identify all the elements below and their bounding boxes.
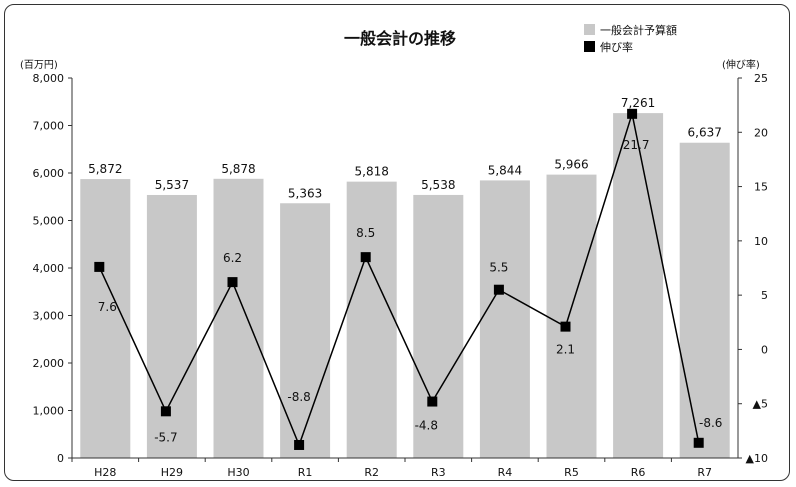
category-label: H29 <box>161 466 183 479</box>
bar <box>213 178 264 459</box>
growth-point <box>227 277 238 288</box>
bar-value-label: 5,872 <box>88 162 122 176</box>
bar <box>546 174 597 459</box>
growth-value-label: 2.1 <box>556 343 575 357</box>
left-tick-label: 8,000 <box>33 72 65 85</box>
bar <box>280 203 331 458</box>
right-tick-label: 20 <box>754 126 768 139</box>
left-tick-label: 4,000 <box>33 262 65 275</box>
right-tick-label: ▲5 <box>753 398 768 411</box>
growth-value-label: 7.6 <box>98 300 117 314</box>
line-layer <box>94 108 704 450</box>
axes-layer: 0 1,000 2,000 3,000 4,000 5,000 6,000 7,000 8,00… <box>33 72 769 479</box>
bar-value-label: 5,844 <box>488 163 522 177</box>
legend-bar-swatch <box>584 24 595 35</box>
growth-value-label: -8.6 <box>699 416 722 430</box>
bar-value-label: 5,818 <box>355 165 389 179</box>
right-tick-label: 15 <box>754 181 768 194</box>
right-tick-label: 10 <box>754 235 768 248</box>
bar <box>613 113 664 458</box>
bar <box>413 194 464 458</box>
category-label: R2 <box>364 466 379 479</box>
growth-value-label: 8.5 <box>356 226 375 240</box>
left-tick-label: 6,000 <box>33 167 65 180</box>
right-tick-label: 5 <box>761 289 768 302</box>
labels-layer: 5,872 5,537 5,878 5,363 5,818 5,538 5,844 5,966… <box>88 96 722 444</box>
left-tick-label: 5,000 <box>33 215 65 228</box>
left-tick-label: 2,000 <box>33 357 65 370</box>
bar-value-label: 5,363 <box>288 186 322 200</box>
bar-value-label: 6,637 <box>688 126 722 140</box>
category-label: H30 <box>227 466 249 479</box>
left-tick-label: 3,000 <box>33 310 65 323</box>
growth-value-label: -4.8 <box>415 419 438 433</box>
growth-line <box>98 113 700 448</box>
legend-bar-label: 一般会計予算額 <box>600 23 677 37</box>
growth-value-label: 6.2 <box>223 251 242 265</box>
growth-point <box>427 396 438 407</box>
legend-line-swatch <box>584 41 595 52</box>
right-axis-unit: (伸び率) <box>722 58 760 71</box>
bar <box>146 194 197 458</box>
chart-title: 一般会計の推移 <box>344 29 456 48</box>
right-tick-label: 25 <box>754 72 768 85</box>
growth-value-label: 5.5 <box>489 261 508 275</box>
bar <box>679 142 730 458</box>
growth-point <box>360 252 371 263</box>
bar <box>346 181 397 458</box>
bar-value-label: 5,537 <box>155 178 189 192</box>
category-label: R4 <box>498 466 513 479</box>
left-axis-unit: (百万円) <box>20 59 58 71</box>
category-label: R1 <box>298 466 313 479</box>
category-label: H28 <box>94 466 116 479</box>
growth-value-label: -8.8 <box>287 390 310 404</box>
bar-value-label: 5,538 <box>421 178 455 192</box>
growth-value-label: 21.7 <box>623 138 650 152</box>
category-label: R7 <box>697 466 712 479</box>
bar <box>479 180 530 458</box>
bar-value-label: 5,966 <box>554 158 588 172</box>
growth-point <box>493 284 504 295</box>
growth-value-label: -5.7 <box>154 430 177 444</box>
category-label: R6 <box>631 466 646 479</box>
legend-line-label: 伸び率 <box>600 40 633 54</box>
growth-point <box>627 108 638 119</box>
growth-point <box>160 406 171 417</box>
category-label: R5 <box>564 466 579 479</box>
right-tick-label: ▲10 <box>746 452 768 465</box>
bar-value-label: 7,261 <box>621 96 655 110</box>
bar <box>80 179 131 458</box>
growth-point <box>693 437 704 448</box>
right-tick-label: 0 <box>761 343 768 356</box>
growth-point <box>94 261 105 272</box>
growth-point <box>560 321 571 332</box>
left-tick-label: 7,000 <box>33 120 65 133</box>
growth-point <box>294 439 305 450</box>
legend: 一般会計予算額 伸び率 <box>584 23 677 54</box>
left-tick-label: 0 <box>57 452 64 465</box>
left-tick-label: 1,000 <box>33 405 65 418</box>
category-label: R3 <box>431 466 446 479</box>
bars-layer <box>80 113 730 459</box>
bar-value-label: 5,878 <box>221 162 255 176</box>
